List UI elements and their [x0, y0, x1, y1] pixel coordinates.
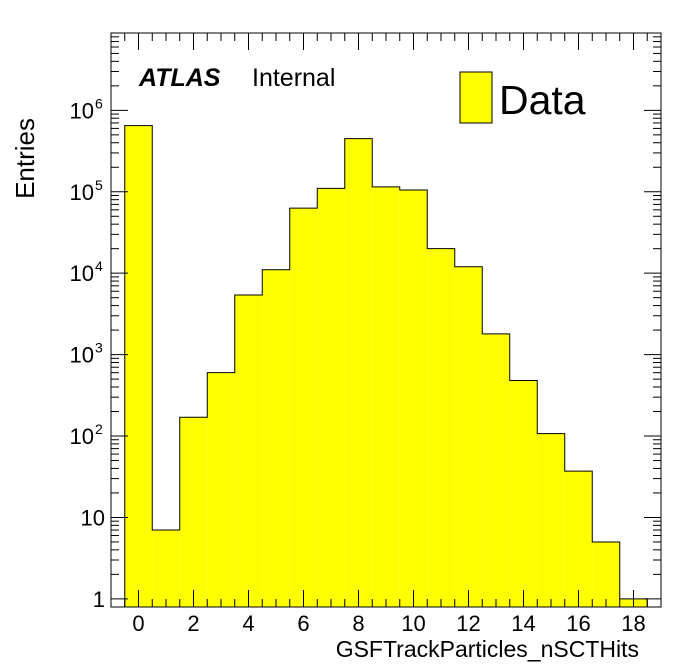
histogram-bar — [124, 125, 153, 607]
histogram-bar — [509, 380, 538, 607]
histogram-bar — [262, 269, 290, 607]
histogram-bar — [427, 248, 455, 607]
x-axis-label: GSFTrackParticles_nSCTHits — [336, 636, 639, 662]
histogram-bar — [399, 190, 428, 608]
atlas-label: ATLAS — [138, 64, 221, 92]
y-tick-label: 10 — [70, 98, 94, 123]
y-tick-label: 1 — [93, 587, 105, 612]
x-tick-label: 2 — [187, 611, 199, 636]
histogram-outline — [124, 125, 648, 607]
histogram-bar — [564, 471, 593, 607]
histogram-bar — [289, 208, 318, 607]
x-tick-label: 8 — [352, 611, 364, 636]
y-tick-label: 10 — [70, 424, 94, 449]
histogram-bar — [207, 372, 235, 607]
histogram-bar — [344, 138, 373, 607]
histogram-bar — [179, 417, 208, 607]
axis-ticks — [110, 33, 662, 607]
histogram-bar — [152, 530, 180, 607]
y-tick-exponent: 4 — [95, 258, 103, 274]
x-tick-label: 4 — [242, 611, 254, 636]
y-axis-label: Entries — [10, 118, 40, 199]
plot-frame — [110, 32, 662, 608]
histogram-bar — [317, 188, 345, 607]
y-tick-exponent: 2 — [95, 421, 103, 437]
legend-swatch — [459, 71, 493, 124]
histogram-bar — [537, 433, 565, 607]
histogram-bar — [482, 333, 510, 607]
y-tick-label: 10 — [70, 343, 94, 368]
y-tick-exponent: 6 — [95, 95, 103, 111]
y-tick-exponent: 5 — [95, 177, 103, 193]
histogram-bar — [592, 541, 620, 607]
x-tick-labels: 0 2 4 6 8 10 12 14 16 18 — [132, 611, 645, 636]
x-tick-label: 18 — [621, 611, 645, 636]
histogram-bar — [234, 294, 263, 607]
y-tick-label: 10 — [70, 261, 94, 286]
x-tick-label: 0 — [132, 611, 144, 636]
y-tick-label: 10 — [81, 505, 105, 530]
legend-entry: Data — [499, 77, 586, 123]
y-tick-label: 10 — [70, 180, 94, 205]
x-tick-label: 16 — [566, 611, 590, 636]
histogram-bar — [372, 186, 400, 607]
x-tick-label: 14 — [511, 611, 535, 636]
x-tick-label: 10 — [401, 611, 425, 636]
x-tick-label: 6 — [297, 611, 309, 636]
y-tick-exponent: 3 — [95, 340, 103, 356]
histogram-bar — [454, 266, 483, 607]
histogram-bars — [124, 125, 648, 608]
atlas-status-label: Internal — [252, 64, 335, 92]
legend: Data — [459, 71, 586, 124]
x-tick-label: 12 — [456, 611, 480, 636]
